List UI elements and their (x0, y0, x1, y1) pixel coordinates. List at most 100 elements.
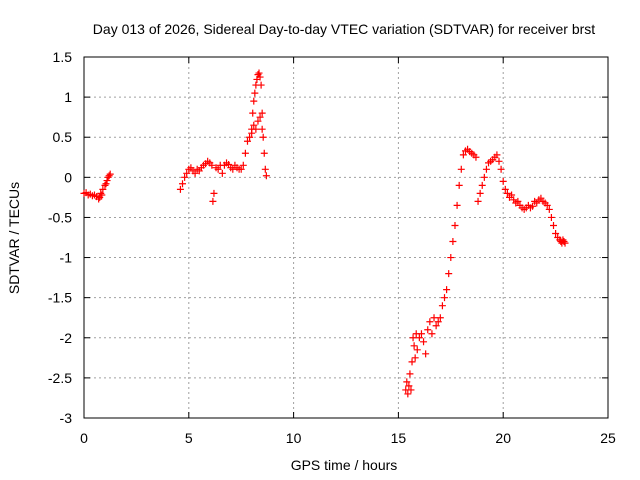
chart-title: Day 013 of 2026, Sidereal Day-to-day VTE… (93, 21, 595, 37)
data-point (210, 189, 218, 197)
data-point (410, 342, 418, 350)
data-point (181, 173, 189, 181)
y-tick-label: 0.5 (53, 129, 73, 145)
data-point (405, 382, 413, 390)
data-point (241, 149, 249, 157)
data-point (208, 161, 216, 169)
data-point (97, 189, 105, 197)
data-point (257, 81, 265, 89)
series-segment-2 (176, 69, 270, 205)
data-point (409, 334, 417, 342)
data-point (493, 151, 501, 159)
data-point (261, 165, 269, 173)
data-point (250, 97, 258, 105)
x-tick-label: 20 (495, 430, 511, 446)
data-point (443, 286, 451, 294)
data-point (547, 213, 555, 221)
data-point (105, 172, 113, 180)
series-segment-3 (402, 145, 569, 398)
data-point (95, 195, 103, 203)
data-point (550, 221, 558, 229)
data-point (503, 189, 511, 197)
data-point (251, 89, 259, 97)
y-tick-label: 1 (64, 89, 72, 105)
data-point (255, 69, 263, 77)
y-tick-label: -0.5 (48, 209, 72, 225)
data-point (560, 238, 568, 246)
data-point (422, 350, 430, 358)
y-tick-label: -3 (60, 410, 73, 426)
data-point (424, 326, 432, 334)
data-point (404, 390, 412, 398)
data-point (103, 177, 111, 185)
y-tick-label: -2 (60, 330, 73, 346)
data-point (438, 302, 446, 310)
data-point (191, 169, 199, 177)
data-point (514, 197, 522, 205)
x-axis: 0 5 10 15 20 25 (80, 57, 616, 446)
data-point (246, 133, 254, 141)
data-point (451, 221, 459, 229)
data-point (417, 330, 425, 338)
data-point (101, 181, 109, 189)
data-point (258, 125, 266, 133)
data-point (413, 346, 421, 354)
data-point (459, 151, 467, 159)
data-point (229, 165, 237, 173)
data-point (474, 197, 482, 205)
data-point (183, 169, 191, 177)
data-point (495, 157, 503, 165)
data-point (453, 201, 461, 209)
data-point (430, 314, 438, 322)
y-tick-label: 1.5 (53, 49, 73, 65)
data-point (561, 239, 569, 247)
data-point (455, 181, 463, 189)
y-tick-label: -2.5 (48, 370, 72, 386)
data-point (258, 109, 266, 117)
data-point (499, 177, 507, 185)
data-point (529, 202, 537, 210)
y-tick-label: -1 (60, 250, 73, 266)
data-point (449, 238, 457, 246)
data-point (406, 370, 414, 378)
data-point (411, 354, 419, 362)
data-point (252, 125, 260, 133)
data-point (98, 191, 106, 199)
data-point (102, 180, 110, 188)
data-point (480, 173, 488, 181)
data-point (543, 201, 551, 209)
data-point (478, 181, 486, 189)
data-point (476, 189, 484, 197)
data-point (249, 109, 257, 117)
y-tick-label: 0 (64, 169, 72, 185)
data-point (407, 386, 415, 394)
data-point (243, 137, 251, 145)
data-point (254, 117, 262, 125)
data-point (432, 322, 440, 330)
x-tick-label: 5 (185, 430, 193, 446)
data-point (403, 378, 411, 386)
data-point (501, 185, 509, 193)
series-segment-2b (248, 113, 266, 137)
x-tick-label: 10 (286, 430, 302, 446)
data-point (179, 180, 187, 188)
data-point (218, 169, 226, 177)
plot-frame (83, 56, 609, 419)
data-point (408, 358, 416, 366)
data-point (497, 165, 505, 173)
data-point (214, 165, 222, 173)
data-point (420, 338, 428, 346)
data-point (436, 314, 444, 322)
data-point (441, 294, 449, 302)
data-point (426, 318, 434, 326)
y-axis: -3 -2.5 -2 -1.5 -1 -0.5 0 0.5 1 1.5 (48, 49, 608, 426)
data-point (472, 153, 480, 161)
x-tick-label: 25 (600, 430, 616, 446)
data-point (457, 165, 465, 173)
data-point (434, 318, 442, 326)
plot-border (83, 56, 609, 419)
data-point (447, 254, 455, 262)
data-point (99, 185, 107, 193)
x-axis-label: GPS time / hours (291, 457, 398, 473)
